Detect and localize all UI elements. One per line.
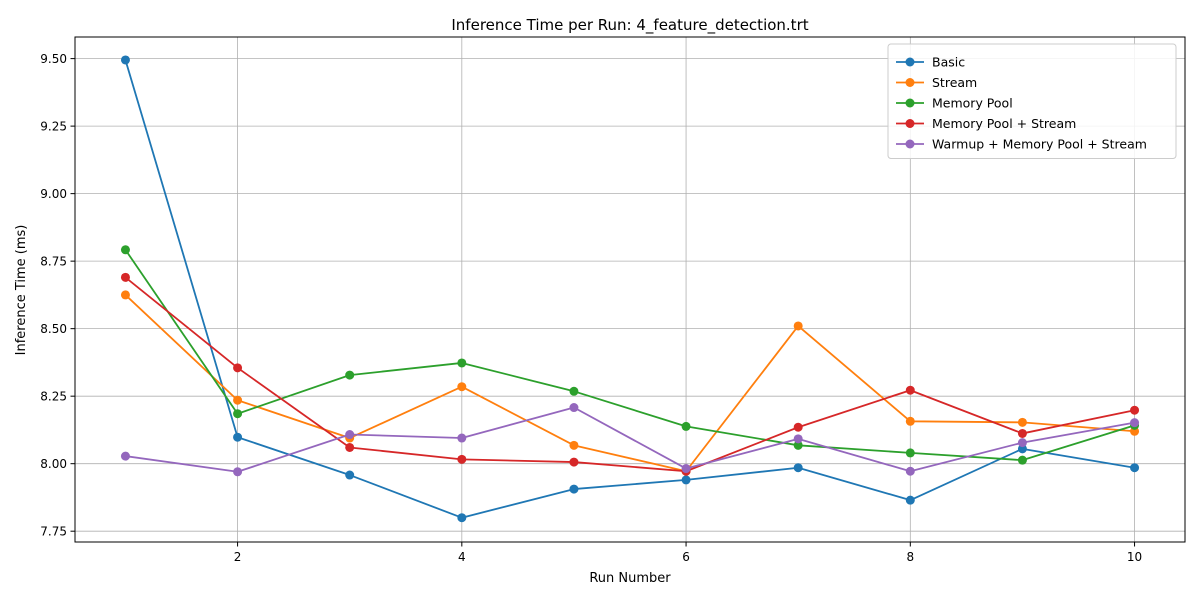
y-tick-label: 8.50 <box>40 322 67 336</box>
data-point <box>120 55 130 65</box>
data-point <box>233 395 243 405</box>
data-point <box>1017 417 1027 427</box>
data-point <box>457 433 467 443</box>
axis-ticks: 2 4 6 8 10 7.75 8.00 8.25 8.50 8.75 9.00 9.25 9.50 <box>40 52 1142 564</box>
series-lines <box>120 55 1140 523</box>
data-point <box>569 484 579 494</box>
series-line <box>124 59 1135 519</box>
series-memory-pool-stream <box>120 272 1140 476</box>
data-point <box>1017 438 1027 448</box>
legend-label: Memory Pool <box>932 96 1013 111</box>
data-point <box>120 290 130 300</box>
y-tick-label: 7.75 <box>40 525 67 539</box>
legend-marker <box>905 78 915 87</box>
data-point <box>120 245 130 255</box>
data-point <box>793 422 803 432</box>
legend-item: Warmup + Memory Pool + Stream <box>896 137 1147 152</box>
legend-label: Warmup + Memory Pool + Stream <box>932 137 1147 152</box>
data-point <box>681 475 691 485</box>
series-basic <box>120 55 1140 523</box>
x-axis-label: Run Number <box>589 571 671 586</box>
legend-item: Stream <box>896 75 977 90</box>
y-tick-label: 8.25 <box>40 390 67 404</box>
data-point <box>457 513 467 523</box>
legend-marker <box>905 57 915 67</box>
data-point <box>1017 428 1027 438</box>
legend: Basic Stream Memory Pool Memory Pool + Stre… <box>887 43 1177 159</box>
x-tick-label: 2 <box>234 550 242 564</box>
data-point <box>345 370 355 380</box>
data-point <box>793 321 803 331</box>
data-point <box>1130 463 1140 473</box>
series-line <box>124 276 1135 473</box>
grid-lines <box>75 37 1185 542</box>
legend-item: Memory Pool + Stream <box>896 116 1076 131</box>
data-point <box>905 416 915 426</box>
data-point <box>681 464 691 474</box>
data-point <box>1130 405 1140 415</box>
y-tick-label: 8.75 <box>40 255 67 269</box>
y-tick-label: 8.00 <box>40 457 67 471</box>
data-point <box>905 466 915 476</box>
legend-marker <box>905 119 915 128</box>
data-point <box>345 470 355 480</box>
x-tick-label: 8 <box>906 550 914 564</box>
chart-title: Inference Time per Run: 4_feature_detect… <box>451 16 808 35</box>
series-line <box>124 294 1135 473</box>
legend-item: Memory Pool <box>896 96 1013 111</box>
legend-label: Memory Pool + Stream <box>932 116 1076 131</box>
data-point <box>233 467 243 477</box>
y-axis-label: Inference Time (ms) <box>14 225 29 356</box>
data-point <box>569 403 579 413</box>
legend-marker <box>905 98 915 108</box>
data-point <box>1017 455 1027 465</box>
plot-area-frame <box>74 36 1186 543</box>
data-point <box>345 430 355 440</box>
legend-item: Basic <box>896 55 965 70</box>
data-point <box>905 448 915 458</box>
x-tick-label: 6 <box>682 550 690 564</box>
data-point <box>233 432 243 442</box>
data-point <box>793 463 803 473</box>
data-point <box>569 386 579 396</box>
x-tick-label: 4 <box>458 550 466 564</box>
data-point <box>120 272 130 282</box>
data-point <box>233 363 243 373</box>
legend-label: Stream <box>932 75 977 90</box>
legend-marker <box>905 139 915 149</box>
data-point <box>233 409 243 419</box>
data-point <box>1130 418 1140 428</box>
data-point <box>681 421 691 431</box>
data-point <box>569 440 579 450</box>
data-point <box>1017 444 1027 454</box>
data-point <box>120 451 130 461</box>
data-point <box>457 358 467 368</box>
y-tick-label: 9.50 <box>40 52 67 66</box>
series-warmup-memory-pool-stream <box>120 403 1140 477</box>
data-point <box>905 495 915 505</box>
data-point <box>345 442 355 452</box>
y-tick-label: 9.00 <box>40 187 67 201</box>
data-point <box>569 457 579 467</box>
legend-label: Basic <box>932 55 965 70</box>
data-point <box>457 454 467 464</box>
x-tick-label: 10 <box>1127 550 1142 564</box>
data-point <box>905 385 915 395</box>
y-tick-label: 9.25 <box>40 120 67 134</box>
series-line <box>125 406 1135 473</box>
legend-box <box>887 43 1177 159</box>
data-point <box>793 440 803 450</box>
data-point <box>793 434 803 444</box>
data-point <box>457 382 467 392</box>
